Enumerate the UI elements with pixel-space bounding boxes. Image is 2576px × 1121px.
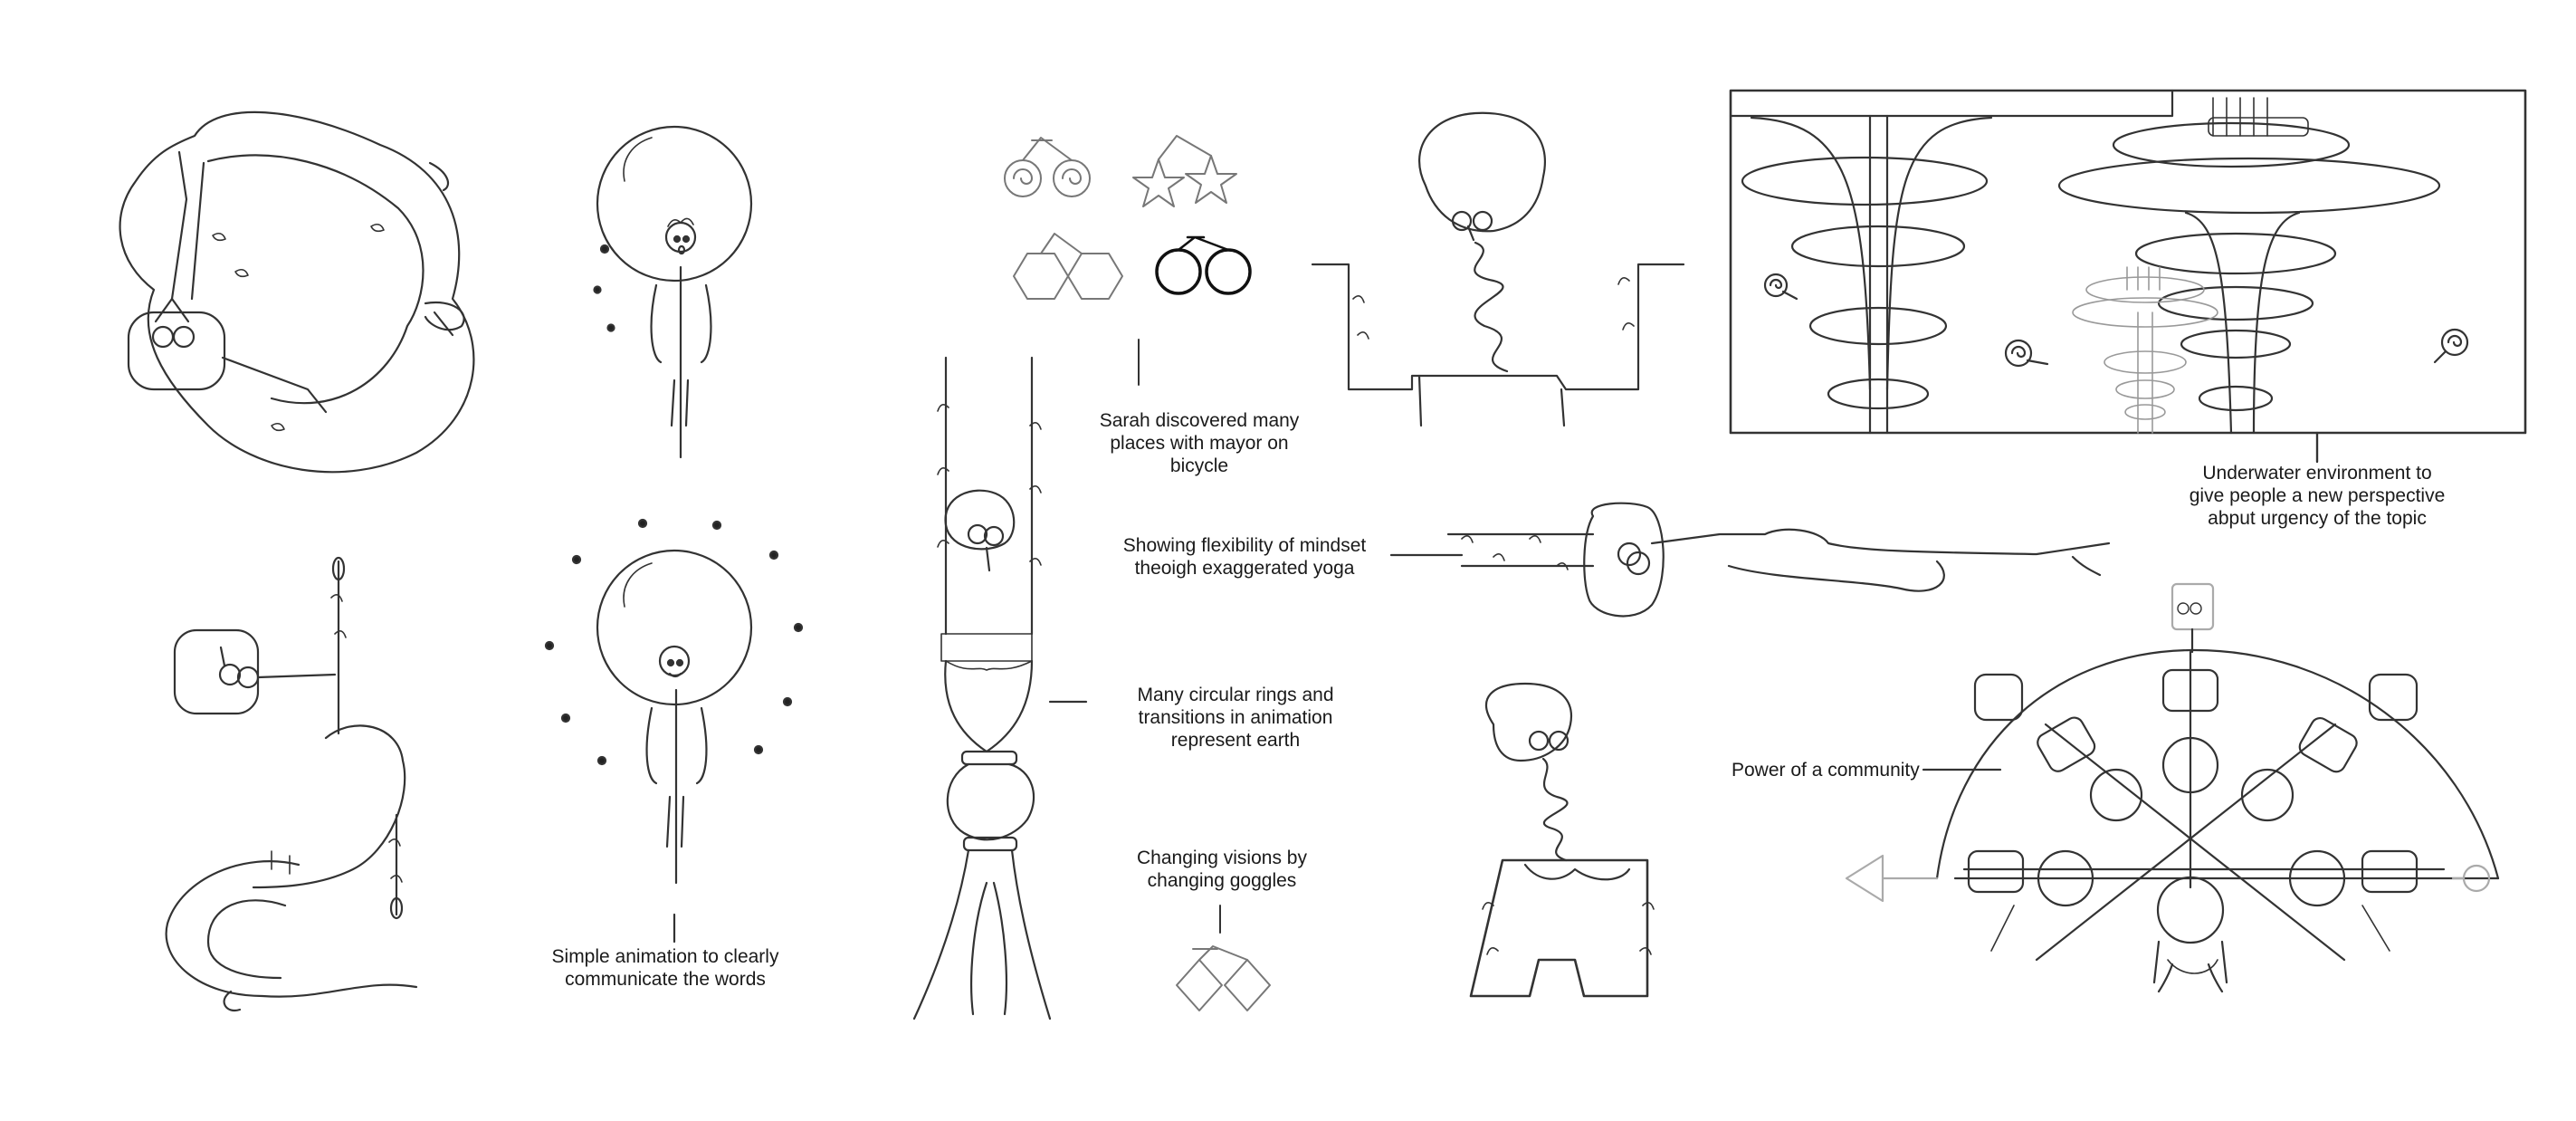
note-underwater-environment: Underwater environment to give people a … [2172, 462, 2462, 530]
note-simple-animation: Simple animation to clearly communicate … [534, 945, 797, 991]
community-wheel-sketch [1846, 584, 2498, 992]
bubble-figure-sketch-bottom [546, 520, 802, 942]
diamond-goggles-sketch [1177, 905, 1270, 1011]
note-line: Sarah discovered many [1099, 410, 1300, 431]
yoga-stretch-sketch [1391, 503, 2109, 617]
note-line: changing goggles [1147, 870, 1297, 891]
note-line: Showing flexibility of mindset [1122, 535, 1367, 556]
ring-pose-sketch [120, 112, 474, 472]
note-line: transitions in animation [1138, 707, 1333, 728]
note-line: places with mayor on [1110, 433, 1289, 454]
note-line: communicate the words [565, 969, 766, 990]
circular-rings-sketch [914, 358, 1086, 1019]
bubble-figure-sketch-top [595, 127, 752, 457]
note-line: abput urgency of the topic [2208, 508, 2427, 529]
note-line: represent earth [1170, 730, 1301, 751]
note-line: Power of a community [1732, 760, 1920, 781]
note-line: give people a new perspective [2189, 485, 2446, 506]
note-line: Simple animation to clearly [551, 946, 779, 967]
note-line: Changing visions by [1137, 848, 1307, 868]
note-circular-rings: Many circular rings and transitions in a… [1109, 684, 1362, 752]
note-changing-goggles: Changing visions by changing goggles [1113, 847, 1331, 892]
curled-legs-sketch [167, 558, 416, 1011]
note-power-of-community: Power of a community [1732, 759, 1920, 781]
note-yoga-flexibility: Showing flexibility of mindset theoigh e… [1100, 534, 1389, 580]
note-line: theoigh exaggerated yoga [1134, 558, 1355, 579]
annotation-leader-lines [1923, 433, 2317, 770]
head-in-box-sketch [1312, 113, 1684, 426]
underwater-environment-sketch [1731, 91, 2525, 462]
note-mayor-bicycle: Sarah discovered many places with mayor … [1091, 409, 1308, 477]
note-line: Many circular rings and [1137, 685, 1334, 705]
spring-neck-figure-sketch [1471, 684, 1654, 996]
bicycle-goggles-sketch [1005, 136, 1250, 385]
note-line: bicycle [1169, 455, 1229, 476]
note-line: Underwater environment to [2202, 463, 2432, 484]
